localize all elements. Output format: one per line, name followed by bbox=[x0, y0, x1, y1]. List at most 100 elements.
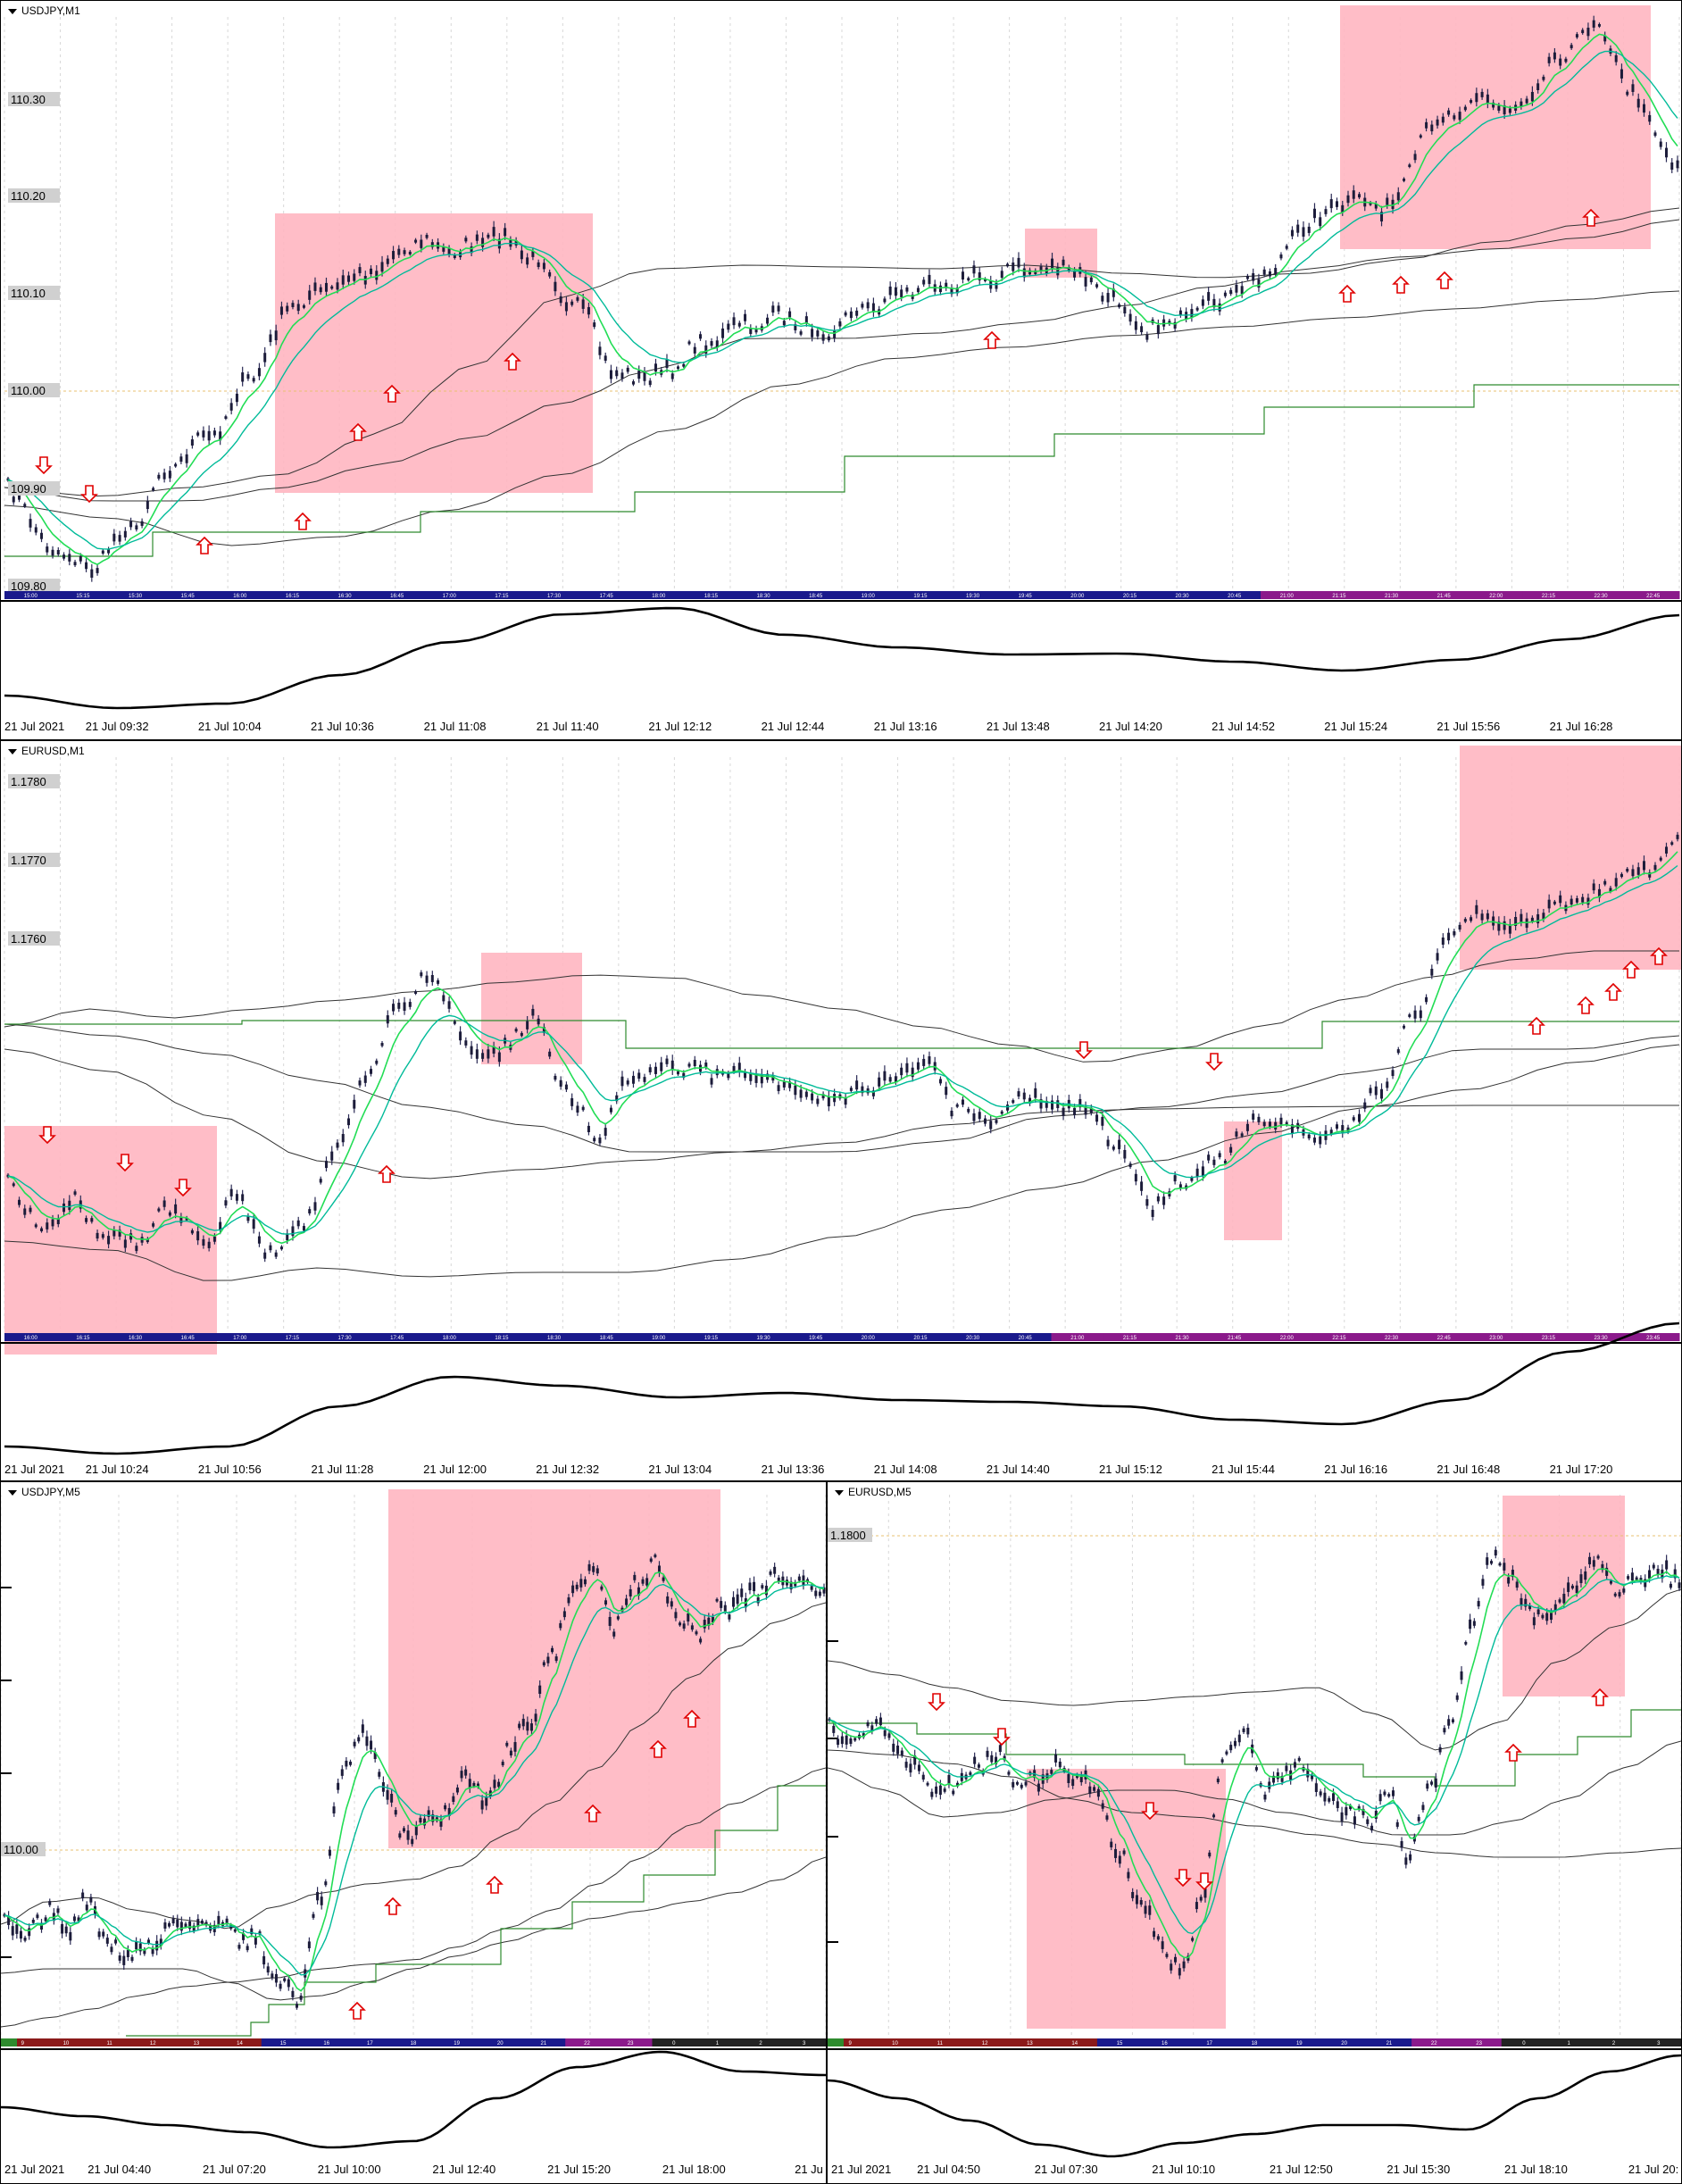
candle-body bbox=[505, 1742, 509, 1746]
candle-body bbox=[542, 1662, 545, 1666]
price-label: 1.1780 bbox=[11, 775, 46, 788]
up-arrow-icon bbox=[1504, 1743, 1522, 1762]
eurusd-m5-panel[interactable]: EURUSD,M5 1.1800 9 10 11 12 13 14 15 16 17 18 19 20 2… bbox=[827, 1481, 1682, 2184]
candle-body bbox=[1212, 1814, 1216, 1818]
candle-body bbox=[1497, 105, 1501, 111]
candle-body bbox=[1242, 1728, 1245, 1732]
candle-body bbox=[1140, 326, 1144, 333]
candle-body bbox=[945, 1087, 948, 1096]
candle-body bbox=[1567, 1582, 1570, 1592]
price-label-bg bbox=[8, 931, 60, 946]
candle-body bbox=[1605, 1567, 1609, 1576]
session-segment bbox=[917, 2038, 963, 2046]
session-segment-green bbox=[1, 2038, 17, 2046]
candle-body bbox=[1547, 899, 1551, 909]
candle-body bbox=[1511, 1570, 1514, 1578]
candle-body bbox=[866, 302, 870, 309]
session-segment bbox=[218, 2038, 262, 2046]
candle-body bbox=[1012, 1781, 1015, 1788]
candle-body bbox=[31, 1920, 35, 1923]
candle-body bbox=[68, 554, 71, 562]
candle-body bbox=[1279, 254, 1283, 259]
candle-body bbox=[1536, 83, 1540, 90]
candle-body bbox=[18, 1199, 21, 1205]
session-time-label: 21:00 bbox=[1280, 594, 1295, 599]
candle-body bbox=[291, 303, 295, 307]
candle-body bbox=[609, 1107, 612, 1113]
up-arrow-icon bbox=[1577, 996, 1595, 1014]
candle-body bbox=[1263, 1794, 1267, 1800]
candle-body bbox=[229, 1188, 233, 1196]
candle-body bbox=[1387, 1794, 1391, 1797]
candle-body bbox=[184, 1923, 187, 1927]
candle-body bbox=[1498, 1563, 1502, 1566]
candle-body bbox=[1195, 1902, 1198, 1910]
time-label: 21 Ju bbox=[795, 2163, 823, 2176]
candle-body bbox=[1131, 1891, 1135, 1898]
candle-body bbox=[1524, 1598, 1528, 1607]
candle-body bbox=[1570, 45, 1573, 49]
session-time-label: 23:00 bbox=[1489, 1336, 1503, 1341]
collapse-triangle-icon[interactable] bbox=[835, 1489, 844, 1496]
candle-body bbox=[1073, 1107, 1077, 1115]
candle-body bbox=[526, 1021, 529, 1029]
candle-body bbox=[861, 304, 864, 308]
candle-body bbox=[833, 1094, 837, 1103]
candle-body bbox=[1145, 334, 1149, 340]
candle-body bbox=[665, 1058, 669, 1064]
candle-body bbox=[1644, 1579, 1647, 1588]
candle-body bbox=[1559, 58, 1562, 66]
candle-body bbox=[307, 1941, 311, 1948]
candle-body bbox=[1396, 192, 1400, 201]
candle-body bbox=[710, 341, 713, 346]
session-segment bbox=[435, 2038, 479, 2046]
candle-body bbox=[353, 273, 356, 281]
time-label: 21 Jul 10:56 bbox=[198, 1463, 262, 1476]
candle-body bbox=[224, 1200, 228, 1206]
candle-body bbox=[1182, 1961, 1186, 1969]
candle-body bbox=[1024, 1781, 1028, 1786]
candle-body bbox=[1417, 1816, 1420, 1821]
candle-body bbox=[279, 1983, 282, 1989]
usdjpy-m5-panel[interactable]: USDJPY,M5 110.00 9 10 11 12 13 14 15 16 17 18 19 20 2… bbox=[0, 1481, 827, 2184]
candle-body bbox=[945, 282, 948, 288]
candle-body bbox=[952, 1790, 955, 1795]
candle-body bbox=[922, 279, 926, 285]
candle-body bbox=[155, 1940, 159, 1951]
fast-ma-line bbox=[7, 851, 1678, 1245]
candle-body bbox=[118, 1230, 121, 1237]
session-segment bbox=[1312, 591, 1366, 599]
time-label: 21 Jul 14:08 bbox=[874, 1463, 937, 1476]
session-segment bbox=[1052, 2038, 1098, 2046]
collapse-triangle-icon[interactable] bbox=[8, 748, 17, 754]
candle-body bbox=[674, 1612, 678, 1619]
candle-body bbox=[1528, 1605, 1532, 1610]
candle-body bbox=[542, 263, 545, 270]
collapse-triangle-icon[interactable] bbox=[8, 8, 17, 14]
candle-body bbox=[62, 1203, 66, 1213]
candle-body bbox=[1003, 1755, 1006, 1761]
session-segment bbox=[1470, 591, 1523, 599]
collapse-triangle-icon[interactable] bbox=[8, 1489, 17, 1496]
session-time-label: 0 bbox=[1522, 2041, 1526, 2046]
candle-body bbox=[1252, 273, 1255, 281]
usdjpy-m1-panel[interactable]: USDJPY,M1 110.30 110.20 110.10 110.00 109.90… bbox=[0, 0, 1682, 740]
time-label: 21 Jul 18:10 bbox=[1504, 2163, 1568, 2176]
time-label: 21 Jul 12:44 bbox=[762, 720, 825, 733]
session-time-label: 23 bbox=[628, 2041, 634, 2046]
candle-body bbox=[475, 1049, 479, 1059]
candle-body bbox=[420, 239, 423, 248]
candle-body bbox=[542, 1027, 545, 1033]
candle-body bbox=[604, 355, 607, 361]
candle-body bbox=[816, 330, 820, 337]
session-time-label: 22:15 bbox=[1542, 594, 1556, 599]
candle-body bbox=[1652, 1564, 1655, 1569]
candle-body bbox=[827, 336, 830, 341]
up-arrow-icon bbox=[649, 1739, 667, 1758]
candle-body bbox=[1290, 229, 1294, 237]
candle-body bbox=[693, 1060, 696, 1067]
candle-body bbox=[995, 282, 998, 289]
fast-ma-line bbox=[829, 1568, 1680, 1959]
eurusd-m1-panel[interactable]: EURUSD,M1 1.17901.17801.17701.176016:001… bbox=[0, 740, 1682, 1481]
